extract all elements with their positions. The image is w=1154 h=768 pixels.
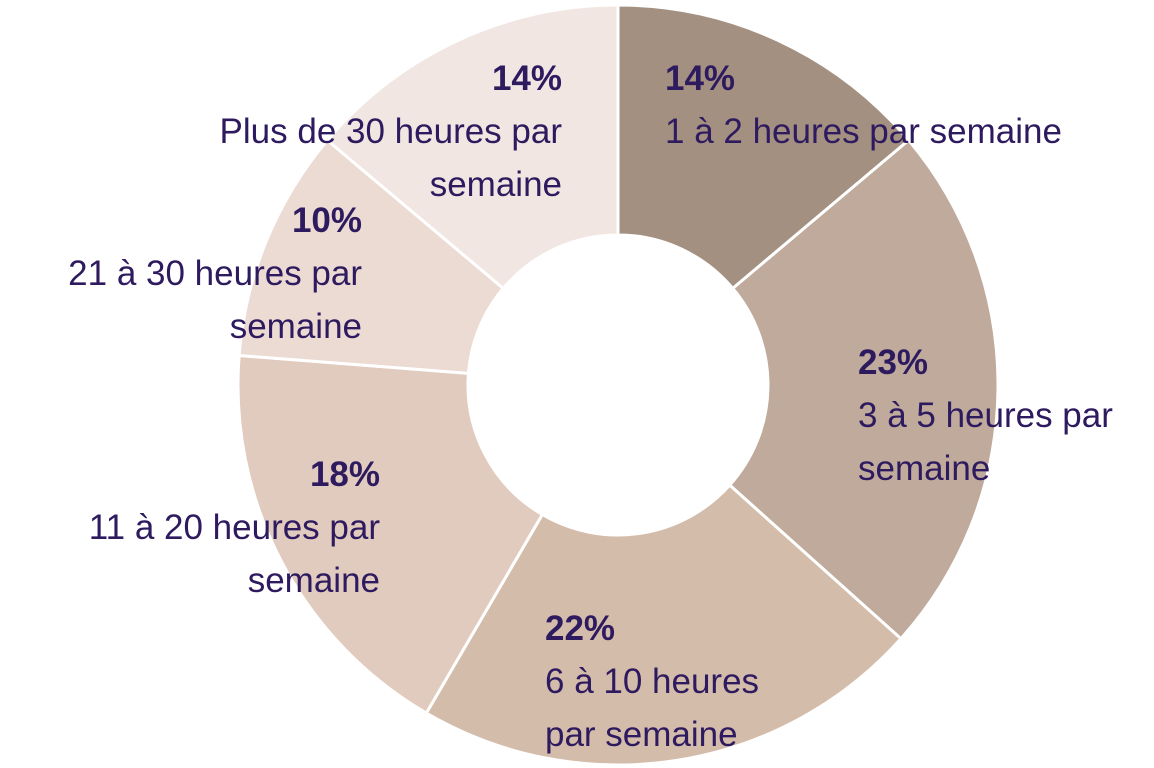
slice-label: 23% 3 à 5 heures par semaine (858, 336, 1120, 495)
category-label: 11 à 20 heures par semaine (88, 508, 380, 600)
value-label: 10% (291, 201, 362, 240)
value-label: 14% (491, 59, 562, 98)
slice-label: 10% 21 à 30 heures par semaine (60, 194, 362, 353)
slice-label: 22% 6 à 10 heures par semaine (545, 602, 817, 761)
value-label: 22% (545, 609, 616, 648)
value-label: 14% (665, 59, 736, 98)
value-label: 18% (309, 455, 380, 494)
category-label: 6 à 10 heures par semaine (545, 662, 760, 754)
category-label: 3 à 5 heures par semaine (858, 396, 1113, 488)
donut-slice (727, 138, 1000, 641)
donut-slice (237, 138, 506, 375)
category-label: Plus de 30 heures par semaine (219, 112, 562, 204)
category-label: 21 à 30 heures par semaine (68, 254, 362, 346)
slice-label: 18% 11 à 20 heures par semaine (8, 448, 380, 607)
donut-slice (325, 3, 620, 291)
slice-label: 14% 1 à 2 heures par semaine (665, 52, 1145, 158)
donut-slice (424, 483, 904, 767)
value-label: 23% (858, 343, 929, 382)
donut-slice (616, 3, 911, 291)
donut-slice (236, 353, 545, 716)
slice-label: 14% Plus de 30 heures par semaine (130, 52, 562, 211)
category-label: 1 à 2 heures par semaine (665, 112, 1062, 151)
